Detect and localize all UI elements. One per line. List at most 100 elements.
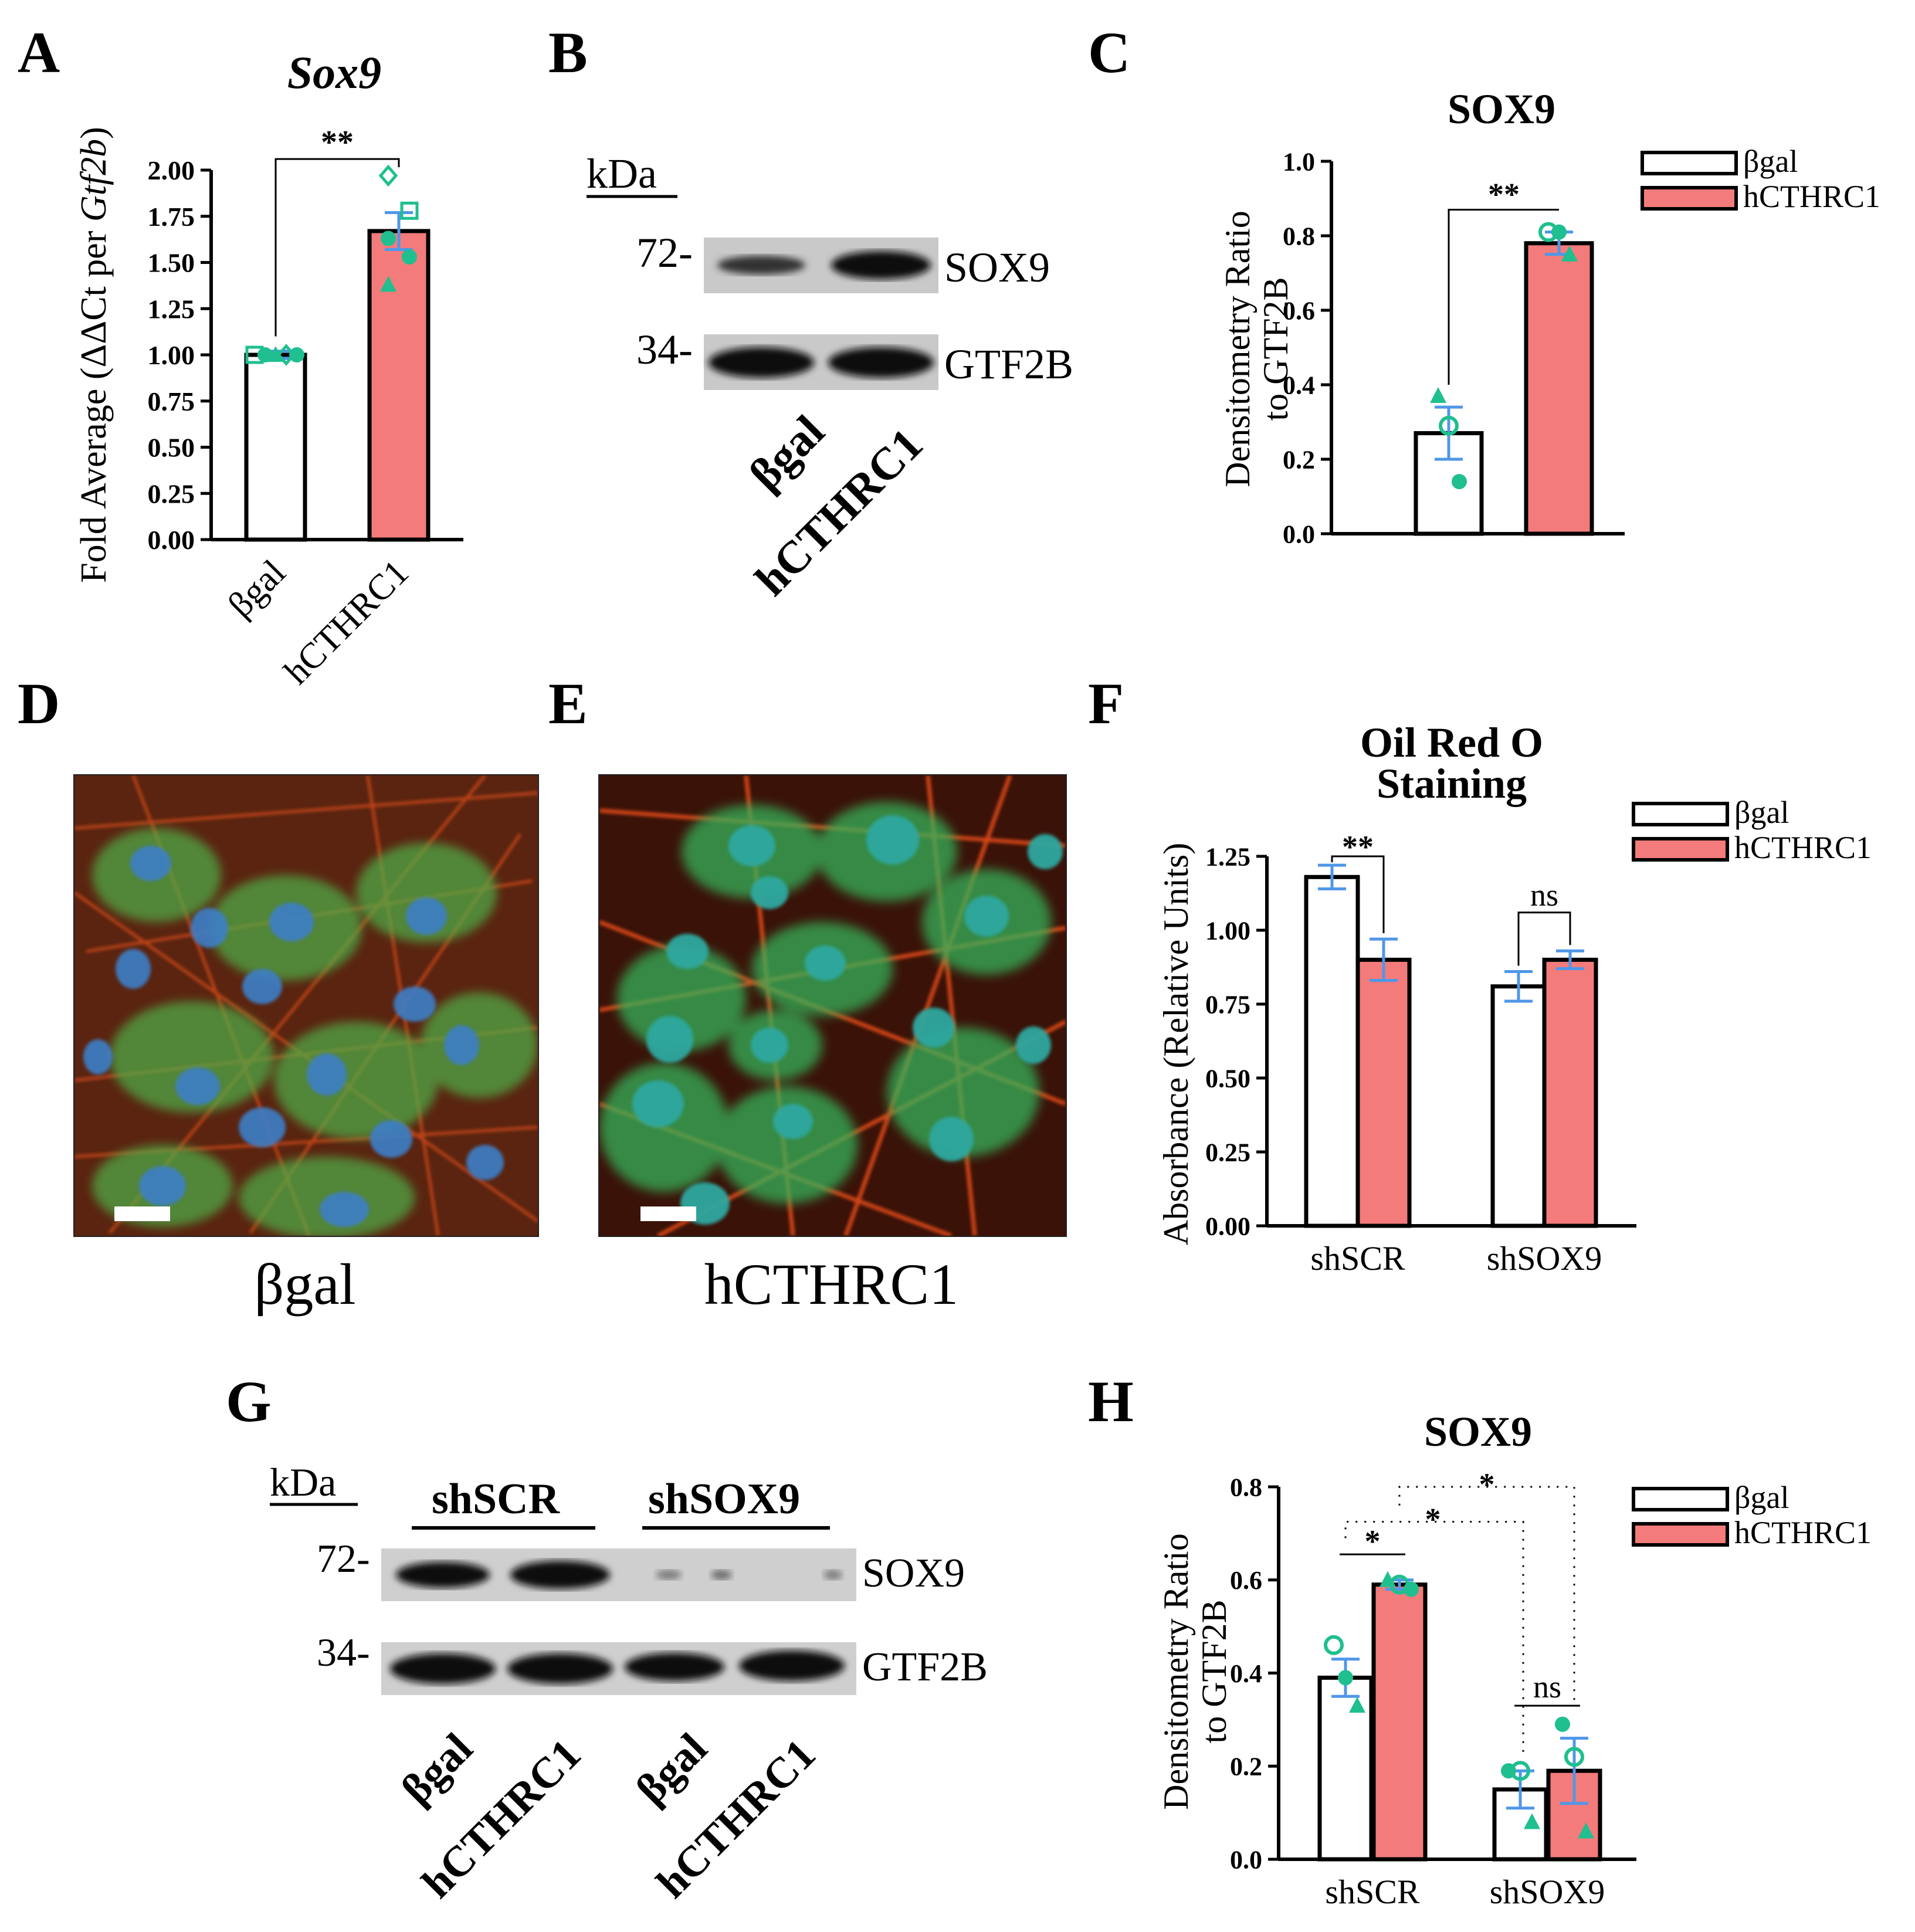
data-point — [1551, 224, 1567, 240]
chart-title: SOX9 — [1424, 1408, 1532, 1455]
legend-swatch — [1632, 1487, 1729, 1511]
legend-label: hCTHRC1 — [1743, 179, 1880, 214]
bar-hcthrc1 — [367, 229, 431, 542]
band-label-sox9: SOX9 — [862, 1551, 965, 1596]
x-tick-label: βgal — [221, 553, 293, 625]
y-tick-label: 0.8 — [1283, 222, 1315, 250]
y-axis-label: Absorbance (Relative Units) — [1157, 843, 1195, 1245]
bar-hcthrc1 — [1542, 957, 1598, 1228]
x-tick-label: shSOX9 — [1487, 1239, 1602, 1277]
bar-hcthrc1 — [1524, 241, 1594, 536]
bar-hcthrc1 — [1371, 1582, 1428, 1862]
y-tick-label: 0.8 — [1230, 1473, 1262, 1501]
lane-label-3: βgal — [627, 1724, 716, 1814]
data-point — [1439, 415, 1459, 436]
y-tick-label: 0.6 — [1283, 296, 1315, 325]
legend-label: βgal — [1743, 144, 1798, 179]
y-tick-label: 0.75 — [1205, 990, 1250, 1019]
legend-label: hCTHRC1 — [1734, 830, 1872, 865]
band-label-gtf2b: GTF2B — [862, 1645, 988, 1690]
x-tick-label: shSOX9 — [1490, 1873, 1605, 1911]
panel-letter-h: H — [1088, 1369, 1134, 1434]
group-label-shsox9: shSOX9 — [648, 1475, 800, 1523]
y-tick-label: 0.4 — [1283, 371, 1315, 399]
band-sox9-shscr-bgal — [396, 1562, 490, 1588]
y-tick-label: 0.2 — [1283, 445, 1315, 474]
band-gtf2b-bgal — [709, 347, 814, 378]
y-tick-label: 0.00 — [148, 525, 195, 555]
chart-a: Sox9 0.00 0.25 0.50 0.75 1.00 1.25 1.50 1.75 2.00… — [74, 47, 463, 692]
band-gtf2b-1 — [390, 1653, 496, 1684]
band-sox9-shscr-hcthrc1 — [510, 1561, 610, 1589]
significance-label: ** — [1342, 829, 1374, 865]
y-tick-label: 0.0 — [1283, 520, 1315, 548]
y-tick-label: 0.2 — [1230, 1753, 1262, 1781]
chart-title: SOX9 — [1448, 86, 1555, 133]
significance-bracket — [1331, 855, 1385, 934]
legend-swatch — [1632, 837, 1729, 862]
panel-letter-d: D — [18, 671, 60, 736]
panel-letter-b: B — [548, 20, 588, 85]
micrograph-bgal-image — [74, 775, 538, 1236]
y-tick-label: 0.50 — [148, 433, 195, 463]
marker-72: 72- — [317, 1536, 370, 1581]
significance-bracket — [1517, 911, 1571, 966]
western-blot-g: kDa shSCR shSOX9 72- 34- SOX9 GTF2B βgal… — [270, 1460, 988, 1907]
data-point — [1564, 1747, 1584, 1767]
chart-title: Sox9 — [287, 47, 381, 98]
significance-label: ns — [1530, 877, 1558, 913]
significance-label: ns — [1533, 1669, 1561, 1704]
band-gtf2b-hcthrc1 — [828, 347, 934, 378]
y-axis-label: to GTF2B — [1195, 1599, 1233, 1743]
significance-label: ** — [1488, 177, 1520, 212]
kda-label: kDa — [270, 1460, 336, 1504]
y-tick-label: 1.25 — [148, 294, 195, 324]
y-axis-label-part: ) — [74, 127, 114, 139]
y-axis-label-part: Fold Average (ΔΔCt per — [74, 222, 114, 583]
y-axis-label: Fold Average (ΔΔCt per Gtf2b) — [74, 127, 114, 583]
data-point — [402, 249, 417, 265]
band-sox9-shsox9-hcthrc1 — [823, 1570, 842, 1580]
data-point — [1452, 474, 1467, 490]
band-gtf2b-2 — [507, 1653, 613, 1684]
bar-bgal — [1317, 1675, 1374, 1862]
chart-title: Oil Red O — [1360, 719, 1543, 766]
significance-label: * — [1479, 1467, 1495, 1502]
y-tick-label: 0.00 — [1205, 1212, 1250, 1240]
lane-label-1: βgal — [392, 1724, 482, 1814]
band-label-gtf2b: GTF2B — [944, 341, 1073, 388]
data-point — [1510, 1761, 1530, 1781]
significance-label: ** — [321, 124, 354, 161]
y-tick-label: 1.50 — [148, 248, 195, 278]
data-point — [400, 201, 419, 220]
bar-bgal — [1304, 875, 1360, 1228]
data-point — [1324, 1635, 1344, 1655]
bar-hcthrc1 — [1355, 957, 1412, 1228]
data-point — [1561, 245, 1578, 262]
legend-swatch — [1641, 186, 1738, 211]
y-tick-label: 0.4 — [1230, 1659, 1262, 1688]
y-tick-label: 0.25 — [1205, 1138, 1250, 1167]
micrograph-caption-hcthrc1: hCTHRC1 — [704, 1252, 959, 1317]
chart-title: Staining — [1377, 760, 1527, 807]
bar-bgal — [1490, 984, 1547, 1228]
band-gtf2b-3 — [625, 1653, 724, 1681]
scale-bar — [640, 1206, 696, 1221]
significance-bracket — [274, 158, 400, 337]
y-tick-label: 0.6 — [1230, 1566, 1262, 1595]
y-tick-label: 0.0 — [1230, 1845, 1262, 1874]
scale-bar — [114, 1206, 170, 1221]
data-point — [380, 276, 396, 292]
lane-label-bgal: βgal — [740, 405, 834, 500]
data-point — [381, 231, 396, 246]
band-sox9-hcthrc1 — [831, 251, 931, 279]
data-point — [1349, 1697, 1365, 1713]
legend-label: βgal — [1734, 795, 1789, 830]
chart-c: SOX9 0.0 0.2 0.4 0.6 0.8 1.0 Densitometry Ratio… — [1218, 86, 1880, 548]
band-gtf2b-4 — [739, 1650, 845, 1681]
kda-label: kDa — [587, 150, 657, 197]
y-tick-label: 1.0 — [1283, 147, 1315, 176]
band-sox9-shsox9-bgal-2 — [711, 1570, 732, 1580]
significance-label: * — [1365, 1524, 1381, 1559]
